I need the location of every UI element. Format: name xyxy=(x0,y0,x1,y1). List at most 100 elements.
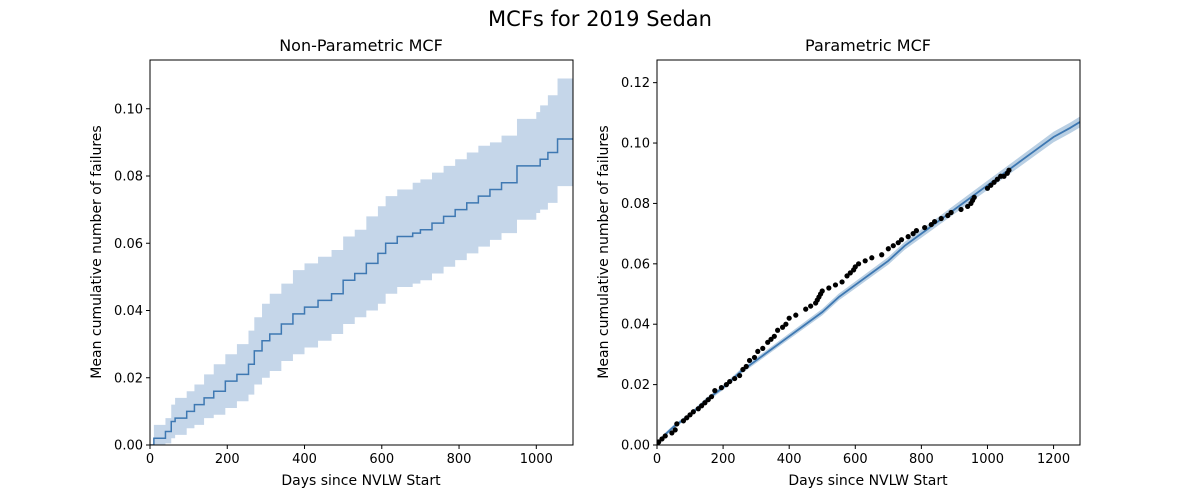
parametric-data-point xyxy=(727,378,733,385)
parametric-data-point xyxy=(994,176,1000,182)
parametric-data-point xyxy=(779,324,786,330)
parametric-x-tick-label: 1000 xyxy=(971,452,1004,467)
parametric-data-point xyxy=(743,363,749,370)
parametric-data-point xyxy=(662,433,668,439)
parametric-data-point xyxy=(695,406,701,412)
parametric-data-point xyxy=(948,209,954,216)
parametric-data-point xyxy=(852,264,858,270)
parametric-data-point xyxy=(910,231,916,237)
parametric-data-point xyxy=(885,246,891,252)
non-parametric-y-tick-label: 0.04 xyxy=(114,304,143,319)
non-parametric-x-tick-label: 800 xyxy=(447,452,472,467)
parametric-data-point xyxy=(768,336,774,342)
parametric-data-point xyxy=(958,206,964,213)
parametric-plot-area xyxy=(657,116,1080,445)
parametric-data-point xyxy=(945,212,951,219)
non-parametric-x-tick-label: 200 xyxy=(215,452,240,467)
parametric-y-tick-label: 0.12 xyxy=(621,76,650,91)
parametric-data-point xyxy=(869,255,875,261)
non-parametric-y-axis-label: Mean cumulative number of failures xyxy=(89,125,105,378)
parametric-data-point xyxy=(684,415,690,421)
non-parametric-x-tick-label: 400 xyxy=(292,452,317,467)
parametric-data-point xyxy=(712,388,718,394)
non-parametric-x-tick-label: 600 xyxy=(369,452,394,467)
parametric-data-point xyxy=(879,252,885,258)
parametric-x-tick-label: 400 xyxy=(777,452,802,467)
figure-title: MCFs for 2019 Sedan xyxy=(488,7,712,31)
parametric-y-tick-label: 0.08 xyxy=(621,197,650,212)
parametric-data-point xyxy=(895,240,901,246)
parametric-data-point xyxy=(672,427,678,433)
non-parametric-x-tick-label: 1000 xyxy=(520,452,553,467)
parametric-data-point xyxy=(755,348,761,354)
parametric-y-tick-label: 0.04 xyxy=(621,318,650,333)
parametric-data-point xyxy=(832,282,839,288)
non-parametric-mcf-title: Non-Parametric MCF xyxy=(279,36,443,55)
parametric-data-point xyxy=(965,203,971,210)
parametric-data-point xyxy=(659,436,665,442)
parametric-data-point xyxy=(771,333,777,339)
non-parametric-y-tick-label: 0.02 xyxy=(114,371,143,386)
parametric-data-point xyxy=(938,215,944,222)
parametric-data-point xyxy=(922,224,928,231)
parametric-y-tick-label: 0.06 xyxy=(621,257,650,272)
parametric-data-point xyxy=(746,357,753,364)
non-parametric-y-tick-label: 0.06 xyxy=(114,237,143,252)
parametric-data-point xyxy=(737,372,743,379)
parametric-data-point xyxy=(905,234,911,240)
parametric-data-point xyxy=(669,430,675,436)
parametric-data-point xyxy=(718,385,725,391)
parametric-data-point xyxy=(803,306,809,312)
parametric-data-point xyxy=(705,397,711,403)
parametric-data-point xyxy=(690,409,696,415)
non-parametric-y-tick-label: 0.00 xyxy=(114,439,143,454)
parametric-data-point xyxy=(702,400,708,406)
parametric-data-point xyxy=(808,303,814,309)
parametric-data-point xyxy=(680,418,687,424)
non-parametric-axes-frame xyxy=(149,59,574,446)
parametric-data-point xyxy=(971,194,977,200)
parametric-data-point xyxy=(862,258,868,264)
parametric-y-ticks: 0.00 0.02 0.04 0.06 0.08 0.10 0.12 xyxy=(621,76,657,454)
parametric-y-tick-label: 0.10 xyxy=(621,137,650,152)
parametric-data-point xyxy=(687,412,693,418)
parametric-data-point xyxy=(931,218,938,225)
parametric-mcf-title: Parametric MCF xyxy=(805,36,931,55)
parametric-y-tick-label: 0.00 xyxy=(621,439,650,454)
non-parametric-x-tick-label: 0 xyxy=(146,452,154,467)
parametric-fitted-line xyxy=(657,121,1080,445)
parametric-data-point xyxy=(699,403,705,409)
parametric-mcf-panel: Parametric MCF 0 200 400 600 800 1000 1200 0.0… xyxy=(596,36,1081,489)
parametric-data-point xyxy=(890,243,896,249)
parametric-data-point xyxy=(751,354,758,361)
parametric-data-point xyxy=(928,221,934,228)
non-parametric-x-ticks: 0 200 400 600 800 1000 xyxy=(146,445,553,467)
parametric-data-point xyxy=(732,375,738,382)
parametric-data-point xyxy=(783,321,789,327)
parametric-data-point xyxy=(674,421,680,427)
parametric-data-point xyxy=(855,261,862,267)
parametric-data-point xyxy=(991,179,997,185)
parametric-data-point xyxy=(844,273,850,279)
parametric-data-point xyxy=(1006,167,1012,173)
parametric-data-point xyxy=(847,270,853,276)
parametric-x-tick-label: 800 xyxy=(909,452,934,467)
parametric-data-point xyxy=(988,182,994,188)
parametric-y-axis-label: Mean cumulative number of failures xyxy=(596,125,612,378)
parametric-data-point xyxy=(765,339,771,345)
parametric-x-tick-label: 200 xyxy=(711,452,736,467)
parametric-data-point xyxy=(786,315,792,321)
parametric-fit-confidence-band xyxy=(657,116,1080,445)
non-parametric-mcf-panel: Non-Parametric MCF 0 200 400 600 800 1000 0.0… xyxy=(89,36,574,489)
parametric-x-tick-label: 0 xyxy=(653,452,661,467)
parametric-data-point xyxy=(898,237,905,243)
non-parametric-x-axis-label: Days since NVLW Start xyxy=(281,473,441,489)
parametric-x-tick-label: 600 xyxy=(843,452,868,467)
non-parametric-y-tick-label: 0.08 xyxy=(114,170,143,185)
parametric-data-point xyxy=(760,345,766,351)
non-parametric-mcf-step-line xyxy=(150,138,573,445)
parametric-data-point xyxy=(819,288,825,294)
non-parametric-y-tick-label: 0.10 xyxy=(114,102,143,117)
parametric-x-tick-label: 1200 xyxy=(1037,452,1070,467)
parametric-data-point xyxy=(775,327,781,333)
